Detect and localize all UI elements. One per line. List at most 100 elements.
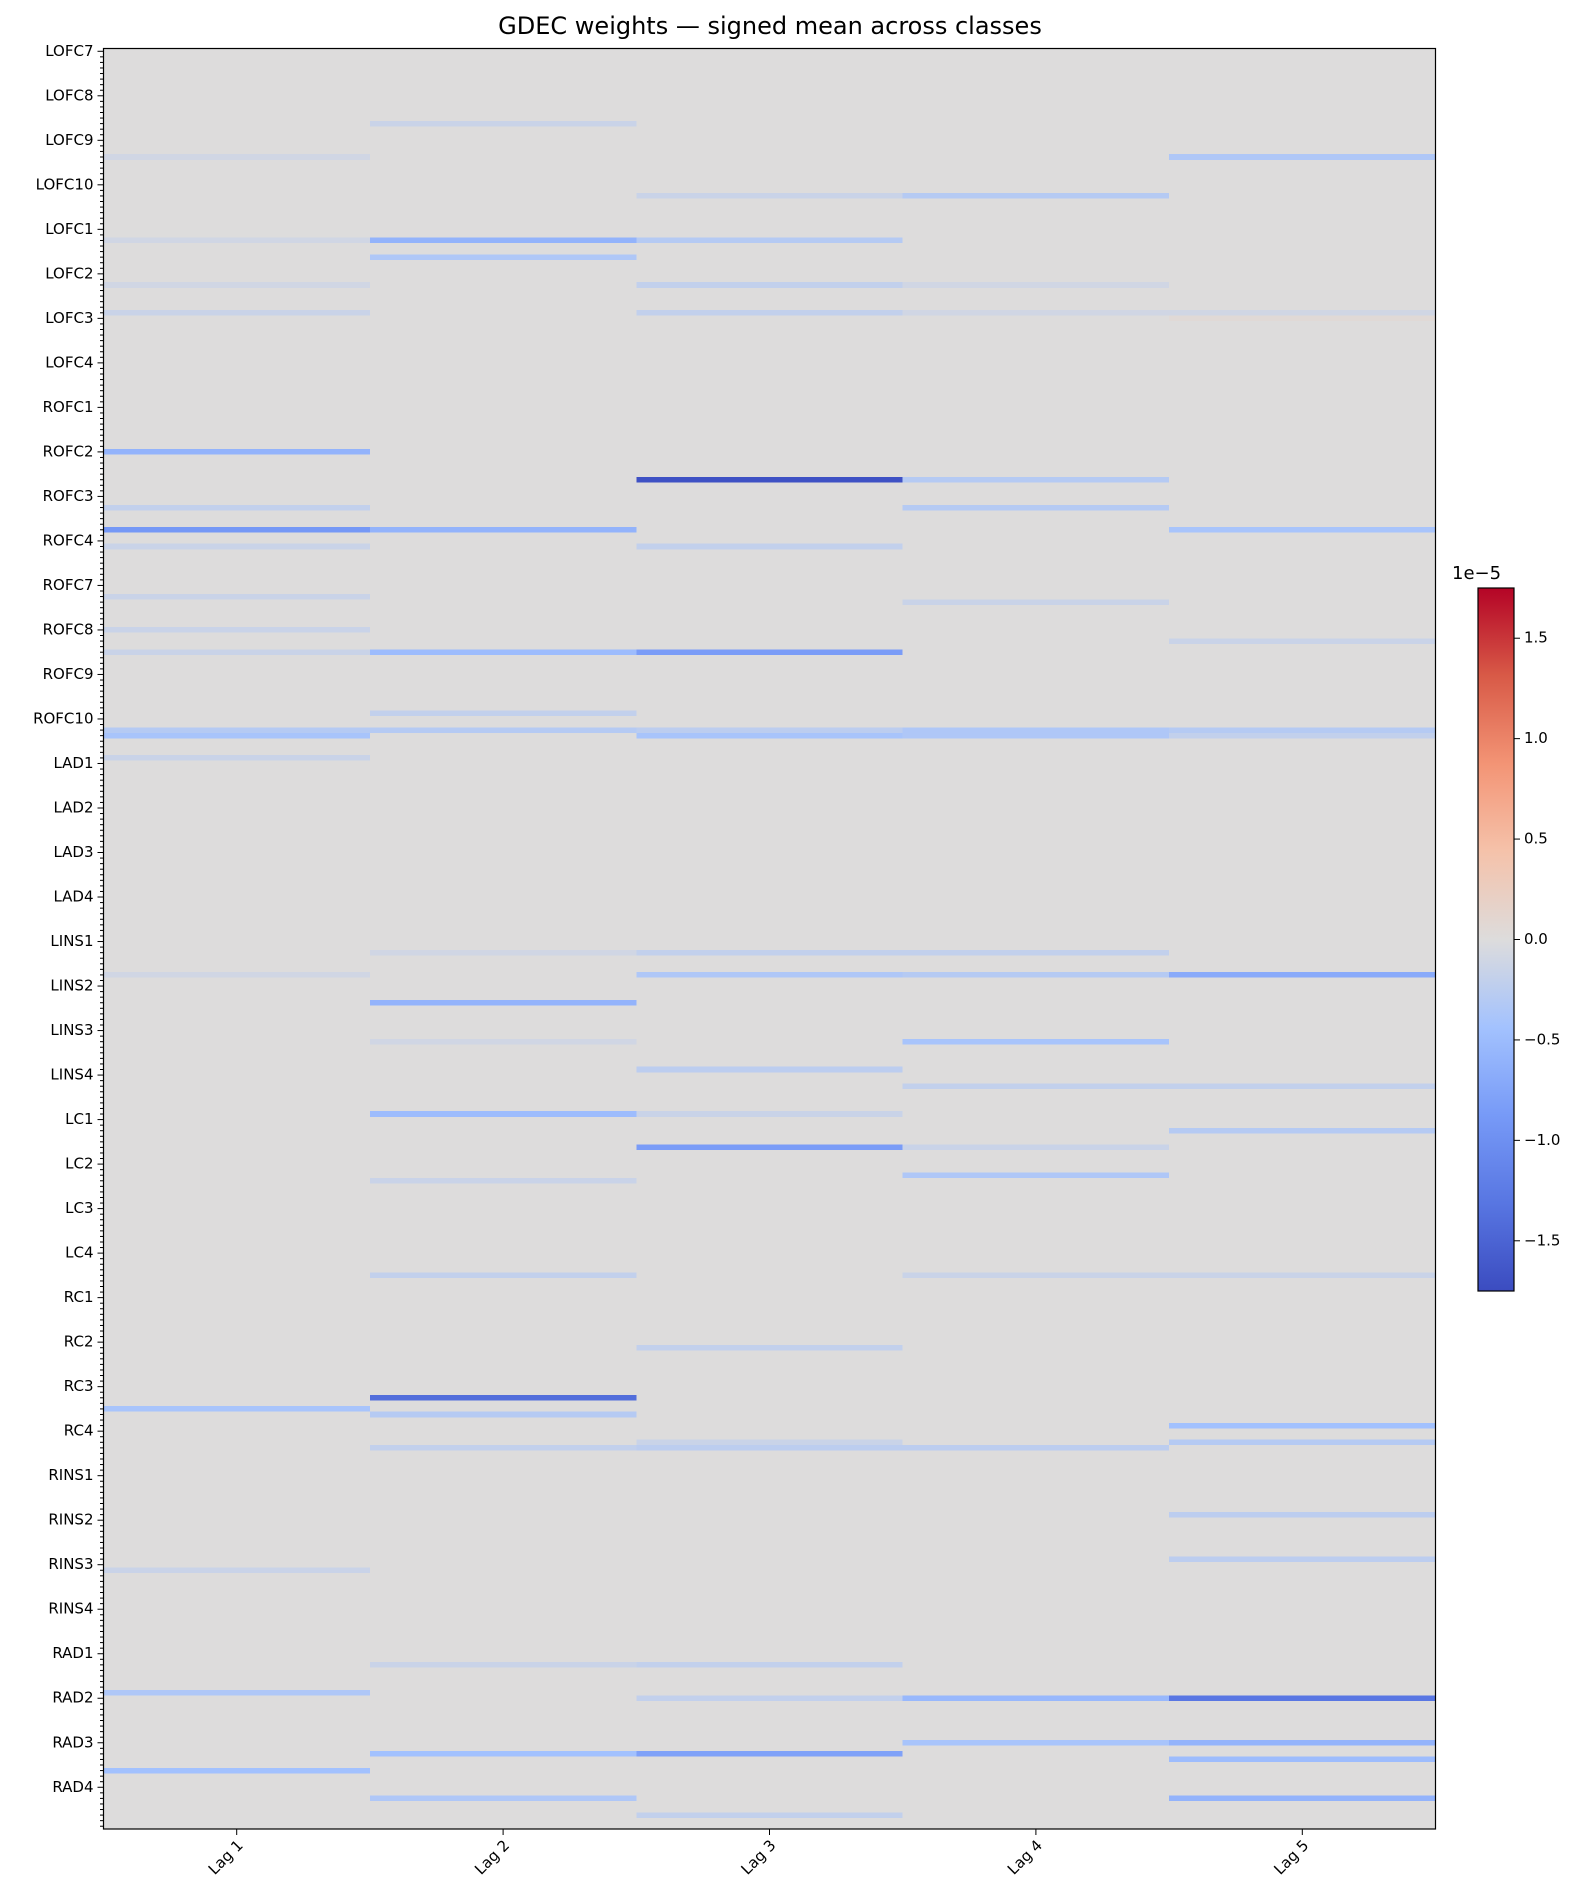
heatmap-cell: [103, 1767, 371, 1774]
heatmap-cell: [369, 1578, 637, 1585]
heatmap-cell: [636, 1767, 904, 1774]
heatmap-cell: [902, 298, 1170, 306]
heatmap-cell: [636, 1745, 904, 1752]
heatmap-cell: [103, 1539, 371, 1546]
heatmap-cell: [902, 1790, 1170, 1797]
heatmap-cell: [636, 1255, 904, 1263]
heatmap-cell: [103, 1762, 371, 1769]
heatmap-cell: [103, 1122, 371, 1129]
heatmap-cell: [636, 237, 904, 244]
y-tick-label: ROFC4: [43, 531, 94, 549]
heatmap-cell: [636, 1817, 904, 1825]
heatmap-cell: [369, 1790, 637, 1797]
heatmap-cell: [902, 1328, 1170, 1335]
heatmap-cell: [902, 1088, 1170, 1096]
heatmap-cell: [1169, 432, 1437, 439]
heatmap-cell: [103, 1261, 371, 1268]
heatmap-cell: [636, 755, 904, 762]
heatmap-cell: [1169, 610, 1437, 617]
heatmap-cell: [1169, 777, 1437, 784]
heatmap-cell: [369, 1378, 637, 1385]
heatmap-cell: [103, 131, 371, 139]
chart-title: GDEC weights — signed mean across classe…: [498, 12, 1042, 40]
heatmap-cell: [1169, 1200, 1437, 1207]
heatmap-cell: [902, 1283, 1170, 1290]
heatmap-cell: [636, 977, 904, 984]
heatmap-cell: [636, 1233, 904, 1240]
heatmap-cell: [103, 838, 371, 845]
heatmap-cell: [636, 1228, 904, 1235]
heatmap-cell: [636, 1261, 904, 1268]
heatmap-cell: [369, 844, 637, 851]
heatmap-cell: [636, 727, 904, 734]
heatmap-cell: [369, 1673, 637, 1680]
heatmap-cell: [1169, 1656, 1437, 1663]
heatmap-cell: [902, 1773, 1170, 1780]
heatmap-cell: [902, 399, 1170, 406]
heatmap-cell: [902, 1027, 1170, 1034]
heatmap-cell: [1169, 360, 1437, 367]
y-tick-label: ROFC2: [43, 442, 94, 460]
heatmap-cell: [902, 343, 1170, 350]
heatmap-cell: [902, 1417, 1170, 1424]
heatmap-cell: [902, 426, 1170, 434]
heatmap-cell: [902, 1105, 1170, 1112]
heatmap-cell: [1169, 1456, 1437, 1463]
heatmap-cell: [103, 1528, 371, 1535]
heatmap-cell: [902, 1556, 1170, 1563]
heatmap-cell: [902, 170, 1170, 178]
heatmap-cell: [103, 1545, 371, 1552]
heatmap-cell: [103, 382, 371, 389]
heatmap-cell: [902, 577, 1170, 584]
heatmap-cell: [636, 738, 904, 745]
heatmap-cell: [1169, 1328, 1437, 1335]
heatmap-cell: [103, 727, 371, 734]
heatmap-cell: [103, 1272, 371, 1279]
heatmap-cell: [636, 1567, 904, 1574]
heatmap-cell: [636, 1322, 904, 1329]
heatmap-cell: [636, 860, 904, 868]
heatmap-cell: [636, 1756, 904, 1763]
heatmap-cell: [902, 565, 1170, 573]
heatmap-cell: [369, 810, 637, 817]
heatmap-cell: [636, 310, 904, 317]
heatmap-cell: [636, 1612, 904, 1619]
y-tick-label: ROFC7: [43, 576, 94, 594]
heatmap-cell: [1169, 1795, 1437, 1802]
heatmap-cell: [902, 538, 1170, 545]
heatmap-cell: [369, 1723, 637, 1730]
heatmap-cell: [369, 527, 637, 534]
heatmap-cell: [636, 1294, 904, 1302]
heatmap-cell: [902, 1656, 1170, 1663]
heatmap-cell: [103, 521, 371, 528]
heatmap-cell: [1169, 510, 1437, 517]
heatmap-cell: [103, 844, 371, 851]
y-tick-label: LOFC10: [36, 175, 94, 193]
heatmap-cell: [902, 554, 1170, 561]
heatmap-cell: [369, 1072, 637, 1079]
heatmap-cell: [369, 777, 637, 784]
heatmap-cell: [1169, 1522, 1437, 1530]
heatmap-cell: [1169, 376, 1437, 383]
heatmap-cell: [636, 877, 904, 884]
heatmap-cell: [902, 1433, 1170, 1441]
heatmap-cell: [369, 1534, 637, 1541]
heatmap-cell: [902, 1044, 1170, 1051]
heatmap-cell: [1169, 1322, 1437, 1329]
heatmap-cell: [636, 198, 904, 205]
heatmap-cell: [103, 510, 371, 517]
heatmap-cell: [369, 1695, 637, 1702]
heatmap-cell: [1169, 855, 1437, 862]
heatmap-cell: [1169, 877, 1437, 884]
heatmap-cell: [1169, 927, 1437, 934]
heatmap-cell: [369, 1801, 637, 1808]
heatmap-cell: [1169, 387, 1437, 395]
heatmap-cell: [369, 1528, 637, 1535]
heatmap-cell: [902, 1756, 1170, 1763]
heatmap-cell: [103, 677, 371, 684]
heatmap-cell: [369, 1812, 637, 1819]
heatmap-cell: [636, 432, 904, 439]
heatmap-cell: [902, 1139, 1170, 1146]
heatmap-cell: [103, 426, 371, 434]
heatmap-cell: [369, 1573, 637, 1580]
